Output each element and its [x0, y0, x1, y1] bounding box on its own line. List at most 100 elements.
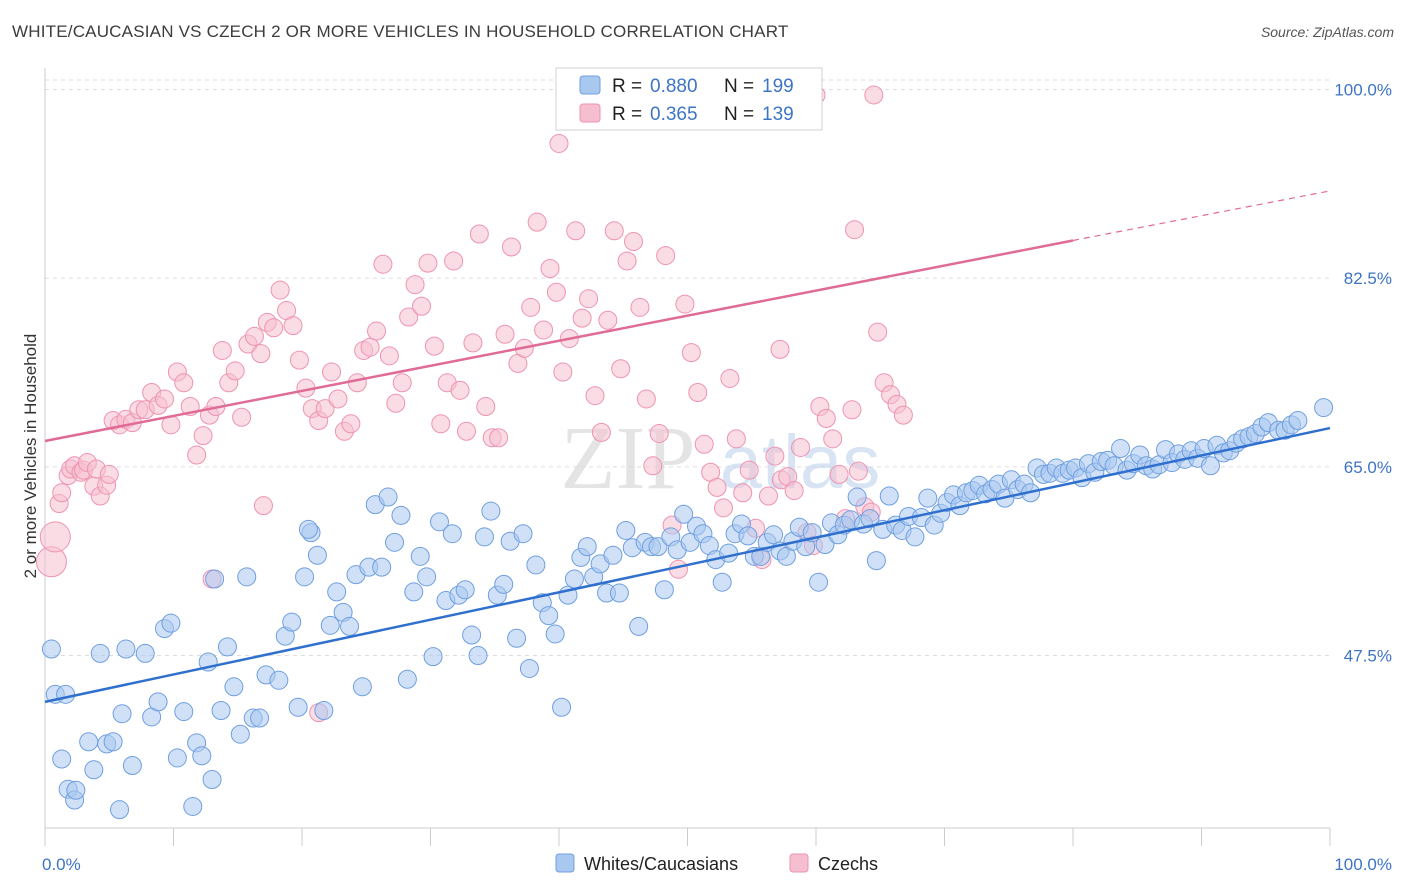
- czech-point: [643, 456, 663, 476]
- czech-point: [289, 350, 309, 370]
- czech-point: [315, 399, 335, 419]
- white-point: [1314, 398, 1334, 418]
- czech-point: [649, 423, 669, 443]
- chart-source: Source: ZipAtlas.com: [1260, 24, 1394, 40]
- white-point: [481, 501, 501, 521]
- white-point: [202, 769, 222, 789]
- czech-point: [174, 373, 194, 393]
- white-point: [148, 692, 168, 712]
- bottom-legend: Whites/Caucasians Czechs: [555, 853, 878, 874]
- czech-point: [283, 316, 303, 336]
- y-tick-label: 47.5%: [1344, 647, 1392, 666]
- white-point: [167, 748, 187, 768]
- czech-point: [476, 396, 496, 416]
- czech-point: [155, 389, 175, 409]
- y-tick-label: 100.0%: [1334, 81, 1392, 100]
- white-point: [103, 732, 123, 752]
- czech-point: [463, 333, 483, 353]
- czech-point: [553, 362, 573, 382]
- y-tick-labels: 47.5% 65.0% 82.5% 100.0%: [1334, 81, 1392, 666]
- x-tick-label: 100.0%: [1334, 855, 1392, 874]
- white-point: [192, 746, 212, 766]
- white-point: [860, 509, 880, 529]
- czech-point: [328, 389, 348, 409]
- czech-point: [726, 429, 746, 449]
- legend-r-value-2: 0.365: [650, 104, 698, 125]
- legend-r-label-1: R =: [612, 76, 642, 97]
- y-tick-label: 65.0%: [1344, 458, 1392, 477]
- x-tick-labels: 0.0% 100.0%: [42, 855, 1392, 874]
- white-point: [513, 524, 533, 544]
- white-point: [1111, 439, 1131, 459]
- white-point: [577, 537, 597, 557]
- white-point: [320, 615, 340, 635]
- white-point: [738, 526, 758, 546]
- czech-point: [52, 483, 72, 503]
- czech-point: [707, 477, 727, 497]
- white-point: [250, 708, 270, 728]
- white-points: [41, 398, 1334, 820]
- czech-trend-extension: [1072, 190, 1331, 242]
- chart-title: WHITE/CAUCASIAN VS CZECH 2 OR MORE VEHIC…: [12, 22, 789, 41]
- czech-point: [386, 393, 406, 413]
- czech-point: [845, 220, 865, 240]
- white-point: [809, 572, 829, 592]
- czech-point: [624, 232, 644, 252]
- white-point: [564, 569, 584, 589]
- czech-point: [656, 246, 676, 266]
- czech-point: [225, 361, 245, 381]
- white-point: [230, 724, 250, 744]
- white-point: [288, 697, 308, 717]
- czech-point: [848, 461, 868, 481]
- white-point: [112, 704, 132, 724]
- czech-point: [431, 414, 451, 434]
- czech-point: [527, 212, 547, 232]
- czech-point: [392, 373, 412, 393]
- czech-point: [193, 426, 213, 446]
- czech-point: [546, 282, 566, 302]
- white-point: [616, 520, 636, 540]
- bottom-legend-label-whites: Whites/Caucasians: [584, 854, 738, 874]
- czech-point: [823, 429, 843, 449]
- czech-point: [829, 464, 849, 484]
- white-point: [507, 628, 527, 648]
- czech-point: [424, 336, 444, 356]
- czech-point: [579, 289, 599, 309]
- czech-point: [534, 320, 554, 340]
- czech-point: [456, 421, 476, 441]
- czech-point: [270, 280, 290, 300]
- white-point: [66, 780, 86, 800]
- czech-point: [566, 221, 586, 241]
- white-point: [52, 749, 72, 769]
- white-point: [410, 546, 430, 566]
- white-point: [629, 616, 649, 636]
- czech-point: [572, 308, 592, 328]
- white-point: [397, 669, 417, 689]
- czech-point: [264, 318, 284, 338]
- x-tick-label: 0.0%: [42, 855, 81, 874]
- czech-point: [341, 414, 361, 434]
- white-point: [526, 555, 546, 575]
- white-point: [269, 670, 289, 690]
- white-point: [79, 732, 99, 752]
- czech-point: [212, 340, 232, 360]
- white-point: [404, 582, 424, 602]
- czech-point: [521, 297, 541, 317]
- white-point: [474, 527, 494, 547]
- czech-point: [617, 251, 637, 271]
- white-point: [764, 525, 784, 545]
- czech-point: [549, 133, 569, 153]
- legend-n-label-2: N =: [724, 104, 754, 125]
- white-point: [417, 567, 437, 587]
- white-point: [298, 519, 318, 539]
- czech-point: [770, 339, 790, 359]
- white-point: [307, 545, 327, 565]
- white-point: [295, 567, 315, 587]
- white-point: [183, 796, 203, 816]
- czech-point: [765, 446, 785, 466]
- czech-point: [758, 486, 778, 506]
- white-point: [879, 486, 899, 506]
- white-point: [224, 677, 244, 697]
- white-point: [56, 684, 76, 704]
- czech-point: [405, 275, 425, 295]
